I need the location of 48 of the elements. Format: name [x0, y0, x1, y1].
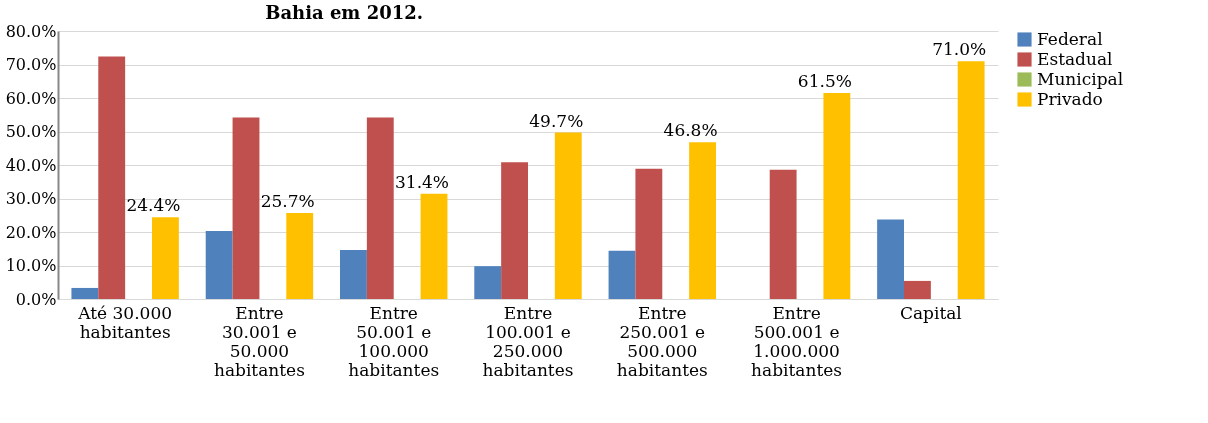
- data-label: 49.7%: [529, 110, 584, 131]
- data-label: 46.8%: [663, 120, 718, 141]
- y-tick-label: 0.0%: [15, 289, 57, 309]
- y-tick-label: 50.0%: [5, 122, 57, 141]
- x-tick-label: Capital: [899, 302, 962, 323]
- x-tick-label: Entre 250.001 e 500.000 habitantes: [616, 302, 708, 380]
- x-tick-label: Entre 100.001 e 250.000 habitantes: [482, 302, 574, 380]
- bar: [71, 287, 99, 299]
- bar: [769, 169, 797, 299]
- legend-label: Privado: [1037, 88, 1103, 109]
- bar: [635, 168, 663, 299]
- data-label: 71.0%: [932, 39, 987, 60]
- y-tick-label: 70.0%: [5, 55, 57, 74]
- legend-label: Federal: [1037, 28, 1103, 49]
- y-tick-label: 10.0%: [5, 256, 57, 275]
- bar: [474, 266, 502, 299]
- x-tick-label: Entre 500.001 e 1.000.000 habitantes: [751, 302, 843, 380]
- data-label: 61.5%: [797, 70, 852, 91]
- bar: [608, 250, 636, 299]
- bar: [957, 61, 985, 299]
- bar: [823, 92, 851, 299]
- y-tick-label: 30.0%: [5, 189, 57, 208]
- y-tick-label: 80.0%: [5, 21, 57, 41]
- chart-title: Bahia em 2012.: [265, 2, 424, 23]
- bar: [420, 193, 448, 299]
- y-tick-label: 40.0%: [5, 155, 57, 175]
- x-tick-label: Entre 30.001 e 50.000 habitantes: [213, 302, 305, 380]
- data-label: 24.4%: [126, 195, 181, 216]
- x-tick-label: Entre 50.001 e 100.000 habitantes: [348, 302, 440, 380]
- bar: [232, 117, 260, 299]
- bar: [877, 219, 904, 299]
- bar: [286, 212, 314, 299]
- data-label: 31.4%: [394, 171, 450, 192]
- bar: [366, 117, 394, 299]
- bar: [152, 217, 179, 299]
- bar: [554, 132, 582, 299]
- bar: [98, 56, 126, 299]
- data-label: 25.7%: [260, 190, 315, 211]
- x-tick-label: Até 30.000 habitantes: [77, 302, 173, 342]
- legend-label: Estadual: [1037, 48, 1113, 69]
- bar: [340, 250, 367, 299]
- bar: [689, 142, 716, 299]
- legend-label: Municipal: [1037, 68, 1124, 89]
- bar: [904, 280, 931, 299]
- bar: [205, 231, 233, 299]
- y-tick-label: 60.0%: [5, 88, 57, 108]
- bar: [501, 162, 528, 299]
- y-tick-label: 20.0%: [5, 222, 57, 242]
